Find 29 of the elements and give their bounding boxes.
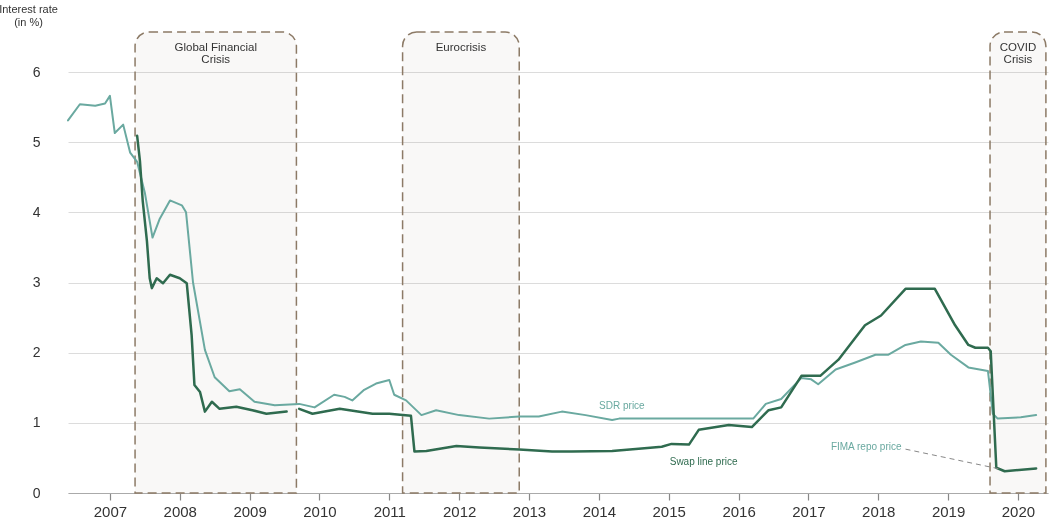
x-tick-label: 2018 — [862, 502, 896, 520]
band-label: COVID Crisis — [999, 41, 1037, 65]
annotation: FIMA repo price — [830, 441, 902, 453]
band-label: Global Financial Crisis — [174, 41, 257, 65]
band-label: Eurocrisis — [435, 41, 487, 53]
x-tick-label: 2013 — [512, 502, 547, 520]
y-tick-label: 4 — [32, 203, 41, 220]
x-tick-label: 2016 — [722, 502, 756, 520]
y-tick-label: 5 — [32, 133, 41, 150]
x-tick-label: 2007 — [93, 502, 128, 520]
x-tick-label: 2010 — [303, 502, 337, 520]
x-tick-label: 2020 — [1001, 502, 1036, 520]
y-tick-label: 1 — [32, 414, 41, 431]
x-tick-label: 2012 — [442, 502, 477, 520]
x-tick-label: 2008 — [163, 502, 197, 520]
y-axis-title: Interest rate (in %) — [0, 2, 58, 28]
series-label: SDR price — [599, 399, 646, 411]
series-label: Swap line price — [669, 455, 738, 467]
x-tick-label: 2017 — [792, 502, 826, 520]
x-tick-label: 2019 — [931, 502, 966, 520]
line-series — [67, 94, 1038, 422]
x-tick-label: 2015 — [652, 502, 686, 520]
x-tick-label: 2014 — [582, 502, 617, 520]
y-tick-label: 2 — [32, 344, 41, 361]
x-tick-label: 2009 — [233, 502, 267, 520]
x-tick-label: 2011 — [373, 502, 406, 520]
y-tick-label: 6 — [32, 63, 41, 80]
y-tick-label: 0 — [32, 484, 41, 501]
y-tick-label: 3 — [32, 274, 41, 290]
